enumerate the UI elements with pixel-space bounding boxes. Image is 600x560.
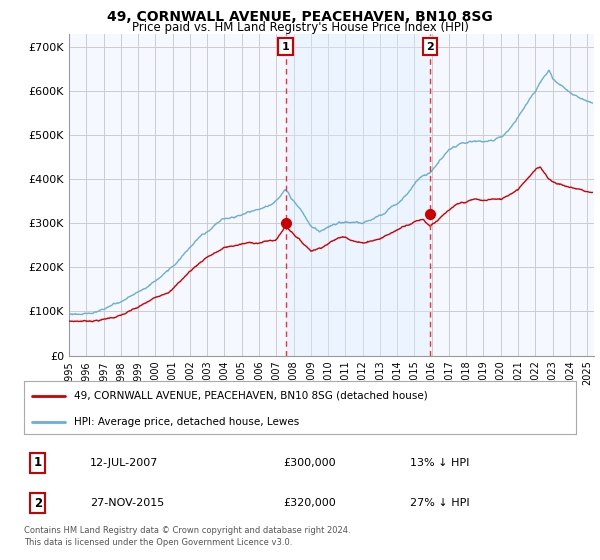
Text: 1: 1 (281, 42, 289, 52)
Text: £320,000: £320,000 (283, 498, 336, 508)
Text: 27% ↓ HPI: 27% ↓ HPI (410, 498, 470, 508)
Text: £300,000: £300,000 (283, 458, 336, 468)
Bar (286, 34, 430, 356)
Text: Contains HM Land Registry data © Crown copyright and database right 2024.
This d: Contains HM Land Registry data © Crown c… (24, 526, 350, 547)
Text: 27-NOV-2015: 27-NOV-2015 (90, 498, 164, 508)
Text: HPI: Average price, detached house, Lewes: HPI: Average price, detached house, Lewe… (74, 417, 299, 427)
Text: 1: 1 (34, 456, 42, 469)
Text: Price paid vs. HM Land Registry's House Price Index (HPI): Price paid vs. HM Land Registry's House … (131, 21, 469, 34)
Text: 2: 2 (34, 497, 42, 510)
Text: 2: 2 (427, 42, 434, 52)
Text: 49, CORNWALL AVENUE, PEACEHAVEN, BN10 8SG (detached house): 49, CORNWALL AVENUE, PEACEHAVEN, BN10 8S… (74, 391, 427, 401)
Text: 13% ↓ HPI: 13% ↓ HPI (410, 458, 470, 468)
Text: 49, CORNWALL AVENUE, PEACEHAVEN, BN10 8SG: 49, CORNWALL AVENUE, PEACEHAVEN, BN10 8S… (107, 10, 493, 24)
Text: 12-JUL-2007: 12-JUL-2007 (90, 458, 158, 468)
